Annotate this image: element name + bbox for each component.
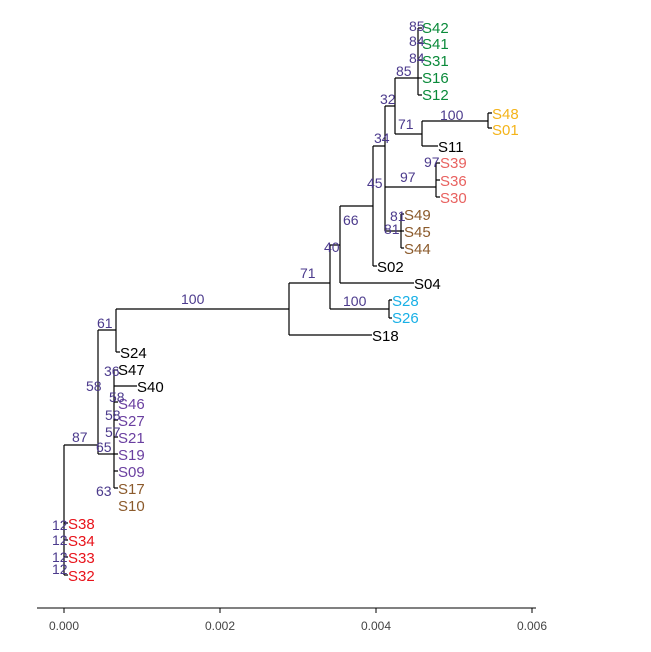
bootstrap-value: 81 — [390, 208, 406, 224]
tip-label: S48 — [492, 106, 519, 123]
bootstrap-value: 12 — [52, 517, 68, 533]
bootstrap-value: 58 — [86, 378, 102, 394]
bootstrap-value: 58 — [109, 389, 125, 405]
bootstrap-value: 81 — [384, 221, 400, 237]
tip-label: S19 — [118, 447, 145, 464]
bootstrap-value: 63 — [96, 483, 112, 499]
tip-label: S39 — [440, 155, 467, 172]
tip-label: S02 — [377, 259, 404, 276]
tip-label: S26 — [392, 310, 419, 327]
tip-label: S45 — [404, 224, 431, 241]
tree-branches — [63, 27, 492, 576]
tip-label: S04 — [414, 276, 441, 293]
bootstrap-value: 87 — [72, 429, 88, 445]
tip-label: S42 — [422, 20, 449, 37]
bootstrap-value: 12 — [52, 561, 68, 577]
x-tick-label: 0.006 — [517, 619, 547, 633]
bootstrap-value: 84 — [409, 33, 425, 49]
bootstrap-value: 32 — [380, 91, 396, 107]
tip-label: S30 — [440, 190, 467, 207]
bootstrap-value: 45 — [367, 175, 383, 191]
tip-label: S24 — [120, 345, 147, 362]
tip-label: S12 — [422, 87, 449, 104]
bootstrap-value: 100 — [440, 107, 464, 123]
tip-label: S46 — [118, 396, 145, 413]
tip-label: S18 — [372, 328, 399, 345]
tip-label: S09 — [118, 464, 145, 481]
tip-labels: S42S41S31S16S12S48S01S11S39S36S30S49S45S… — [68, 20, 519, 585]
bootstrap-value: 57 — [105, 424, 121, 440]
x-axis: 0.000 0.002 0.004 0.006 — [37, 607, 547, 633]
x-tick-label: 0.000 — [49, 619, 79, 633]
bootstrap-value: 85 — [396, 63, 412, 79]
bootstrap-value: 65 — [96, 439, 112, 455]
x-tick-label: 0.002 — [205, 619, 235, 633]
tip-label: S36 — [440, 173, 467, 190]
bootstrap-value: 12 — [52, 532, 68, 548]
tip-label: S34 — [68, 533, 95, 550]
tip-label: S32 — [68, 568, 95, 585]
tip-label: S47 — [118, 362, 145, 379]
tip-label: S17 — [118, 481, 145, 498]
tip-label: S16 — [422, 70, 449, 87]
bootstrap-value: 71 — [300, 265, 316, 281]
tip-label: S38 — [68, 516, 95, 533]
bootstrap-value: 61 — [97, 315, 113, 331]
bootstrap-value: 97 — [424, 154, 440, 170]
tip-label: S49 — [404, 207, 431, 224]
tip-label: S44 — [404, 241, 431, 258]
bootstrap-value: 12 — [52, 549, 68, 565]
tip-label: S40 — [137, 379, 164, 396]
bootstrap-value: 66 — [343, 212, 359, 228]
bootstrap-value: 85 — [409, 18, 425, 34]
bootstrap-value: 40 — [324, 239, 340, 255]
bootstrap-value: 100 — [181, 291, 205, 307]
bootstrap-value: 34 — [374, 130, 390, 146]
bootstrap-value: 36 — [104, 363, 120, 379]
tip-label: S41 — [422, 36, 449, 53]
bootstrap-value: 84 — [409, 50, 425, 66]
tip-label: S11 — [438, 139, 464, 156]
x-tick-label: 0.004 — [361, 619, 391, 633]
bootstrap-value: 97 — [400, 169, 416, 185]
tip-label: S01 — [492, 122, 519, 139]
tip-label: S10 — [118, 498, 145, 515]
tip-label: S21 — [118, 430, 145, 447]
bootstrap-value: 58 — [105, 407, 121, 423]
bootstrap-value: 100 — [343, 293, 367, 309]
tip-label: S27 — [118, 413, 145, 430]
tip-label: S31 — [422, 53, 449, 70]
bootstrap-value: 71 — [398, 116, 414, 132]
tip-label: S33 — [68, 550, 95, 567]
tip-label: S28 — [392, 293, 419, 310]
